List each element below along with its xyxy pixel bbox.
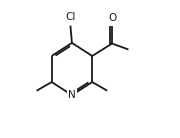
Text: Cl: Cl	[65, 12, 76, 22]
Text: O: O	[108, 13, 116, 23]
Text: N: N	[68, 90, 76, 100]
